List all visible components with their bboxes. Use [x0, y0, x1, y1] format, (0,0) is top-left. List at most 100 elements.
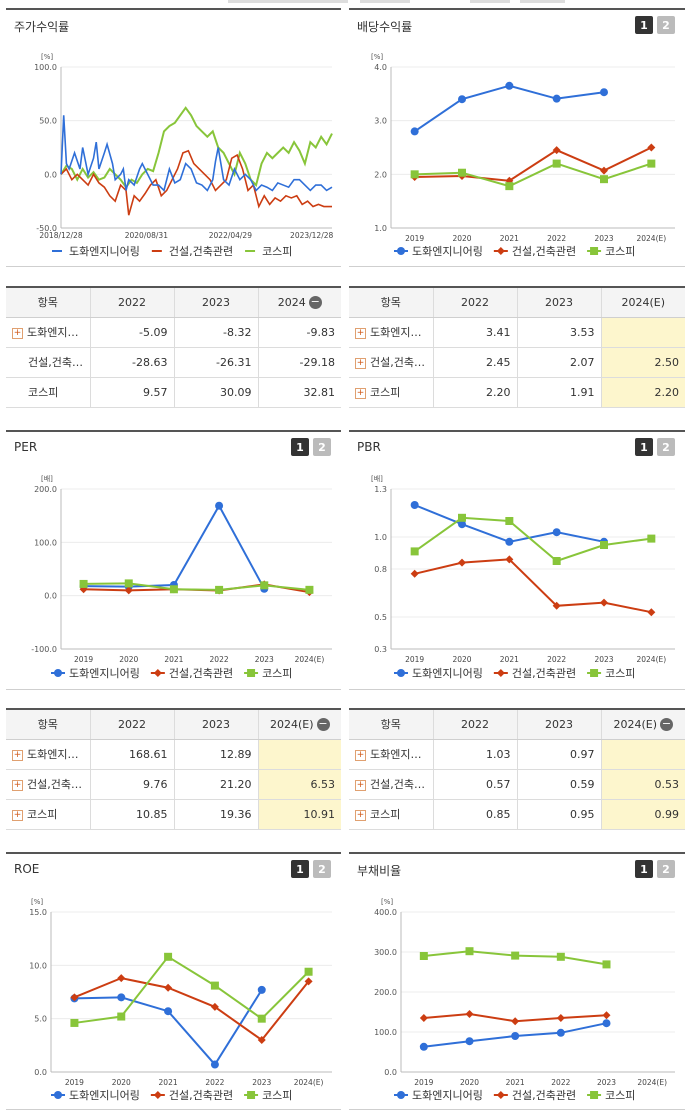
- expand-icon[interactable]: +: [355, 327, 366, 339]
- x-tick-label: 2024(E): [295, 655, 325, 664]
- data-point: [552, 94, 561, 103]
- value-cell: 1.03: [432, 739, 517, 770]
- expand-icon[interactable]: +: [355, 809, 366, 821]
- data-point: [419, 952, 428, 960]
- y-tick-label: 3.0: [374, 117, 387, 126]
- per-btn-2[interactable]: 2: [313, 438, 331, 456]
- value-cell: 9.57: [89, 377, 174, 408]
- legend-label: 건설,건축관련: [169, 667, 233, 680]
- data-point: [210, 1002, 219, 1011]
- data-point: [410, 127, 419, 136]
- y-tick-label: -50.0: [36, 224, 57, 233]
- debt-btn-2[interactable]: 2: [657, 860, 675, 878]
- legend-label: 코스피: [605, 245, 635, 258]
- expand-icon[interactable]: +: [355, 387, 366, 399]
- returns-th-2024: 2024−: [257, 286, 341, 318]
- pbr-btn-1[interactable]: 1: [635, 438, 653, 456]
- collapse-icon[interactable]: −: [316, 717, 330, 731]
- value-cell: [257, 739, 341, 770]
- row-label-cell: + 건설,건축…: [349, 769, 433, 800]
- data-point: [602, 1019, 611, 1028]
- x-tick-label: 2022: [205, 1078, 224, 1087]
- x-tick-label: 2022/04/29: [209, 231, 252, 240]
- row-label: 코스피: [370, 386, 401, 399]
- data-point: [410, 569, 419, 578]
- y-tick-label: 400.0: [374, 908, 397, 917]
- data-point: [210, 981, 219, 990]
- pbr-th-2023: 2023: [516, 708, 601, 740]
- data-point: [511, 1032, 520, 1040]
- debt-chart-panel: 부채비율 1 2 [%] 400.0 300.0 200.0 100.0 0.0 2019 2…: [349, 852, 685, 1110]
- debt-btn-1[interactable]: 1: [635, 860, 653, 878]
- data-point: [511, 1017, 520, 1026]
- roe-btn-2[interactable]: 2: [313, 860, 331, 878]
- roe-title: ROE: [14, 862, 40, 876]
- y-tick-label: 200.0: [34, 485, 57, 494]
- row-label: 도화엔지…: [27, 748, 79, 761]
- value-cell: -5.09: [89, 317, 174, 348]
- data-point: [590, 669, 599, 677]
- collapse-icon[interactable]: −: [660, 717, 674, 731]
- pbr-toggle: 1 2: [635, 438, 675, 456]
- pbr-th-2022: 2022: [432, 708, 517, 740]
- data-point: [260, 581, 269, 590]
- y-tick-label: 100.0: [34, 63, 57, 72]
- data-point: [600, 541, 608, 549]
- expand-icon[interactable]: +: [12, 749, 23, 761]
- data-point: [247, 669, 256, 677]
- expand-icon[interactable]: +: [12, 779, 23, 791]
- expand-icon[interactable]: +: [12, 809, 23, 821]
- y-tick-label: 0.8: [374, 565, 387, 574]
- value-cell: [600, 317, 685, 348]
- data-point: [556, 1028, 565, 1037]
- pbr-th-item: 항목: [349, 708, 433, 740]
- table-row: + 도화엔지… -5.09 -8.32 -9.83: [6, 317, 341, 348]
- row-label: 건설,건축…: [27, 778, 82, 791]
- dividend-btn-1[interactable]: 1: [635, 16, 653, 34]
- returns-th-2022: 2022: [89, 286, 174, 318]
- data-point: [505, 537, 514, 546]
- expand-icon[interactable]: +: [12, 327, 23, 339]
- x-tick-label: 2023: [594, 655, 613, 664]
- table-row: + 코스피 0.85 0.95 0.99: [349, 799, 685, 830]
- data-point: [215, 585, 224, 594]
- data-point: [600, 175, 608, 184]
- x-tick-label: 2020: [119, 655, 138, 664]
- series-line: [414, 162, 652, 188]
- series-line: [60, 149, 332, 216]
- data-point: [215, 501, 224, 510]
- y-tick-label: 0.0: [384, 1068, 397, 1077]
- data-point: [458, 95, 466, 104]
- roe-btn-1[interactable]: 1: [291, 860, 309, 878]
- series-line: [60, 106, 333, 189]
- collapse-icon[interactable]: −: [308, 295, 322, 309]
- series-line: [414, 84, 605, 133]
- legend-label: 건설,건축관련: [512, 245, 576, 258]
- data-point: [70, 993, 79, 1002]
- x-tick-label: 2023/12/28: [290, 231, 333, 240]
- legend-label: 도화엔지니어링: [412, 667, 483, 680]
- value-cell: -28.63: [89, 347, 174, 378]
- table-row: + 도화엔지… 3.41 3.53: [349, 317, 685, 348]
- pbr-btn-2[interactable]: 2: [657, 438, 675, 456]
- per-btn-1[interactable]: 1: [291, 438, 309, 456]
- data-point: [419, 1014, 428, 1022]
- data-point: [410, 547, 419, 556]
- per-th-2022: 2022: [89, 708, 174, 740]
- data-point: [70, 1018, 79, 1027]
- y-tick-label: 5.0: [34, 1015, 47, 1024]
- series-line: [83, 503, 266, 590]
- dividend-btn-2[interactable]: 2: [657, 16, 675, 34]
- data-point: [647, 534, 656, 543]
- expand-icon[interactable]: +: [355, 779, 366, 791]
- value-cell: 6.53: [257, 769, 341, 800]
- expand-icon[interactable]: +: [355, 749, 366, 761]
- debt-toggle: 1 2: [635, 860, 675, 878]
- data-point: [410, 170, 419, 179]
- expand-icon[interactable]: +: [355, 357, 366, 369]
- unit-label: [배]: [41, 474, 53, 483]
- value-cell: 3.41: [432, 317, 517, 348]
- legend-label: 도화엔지니어링: [69, 1089, 140, 1102]
- y-tick-label: 200.0: [374, 988, 397, 997]
- y-tick-label: 4.0: [374, 63, 387, 72]
